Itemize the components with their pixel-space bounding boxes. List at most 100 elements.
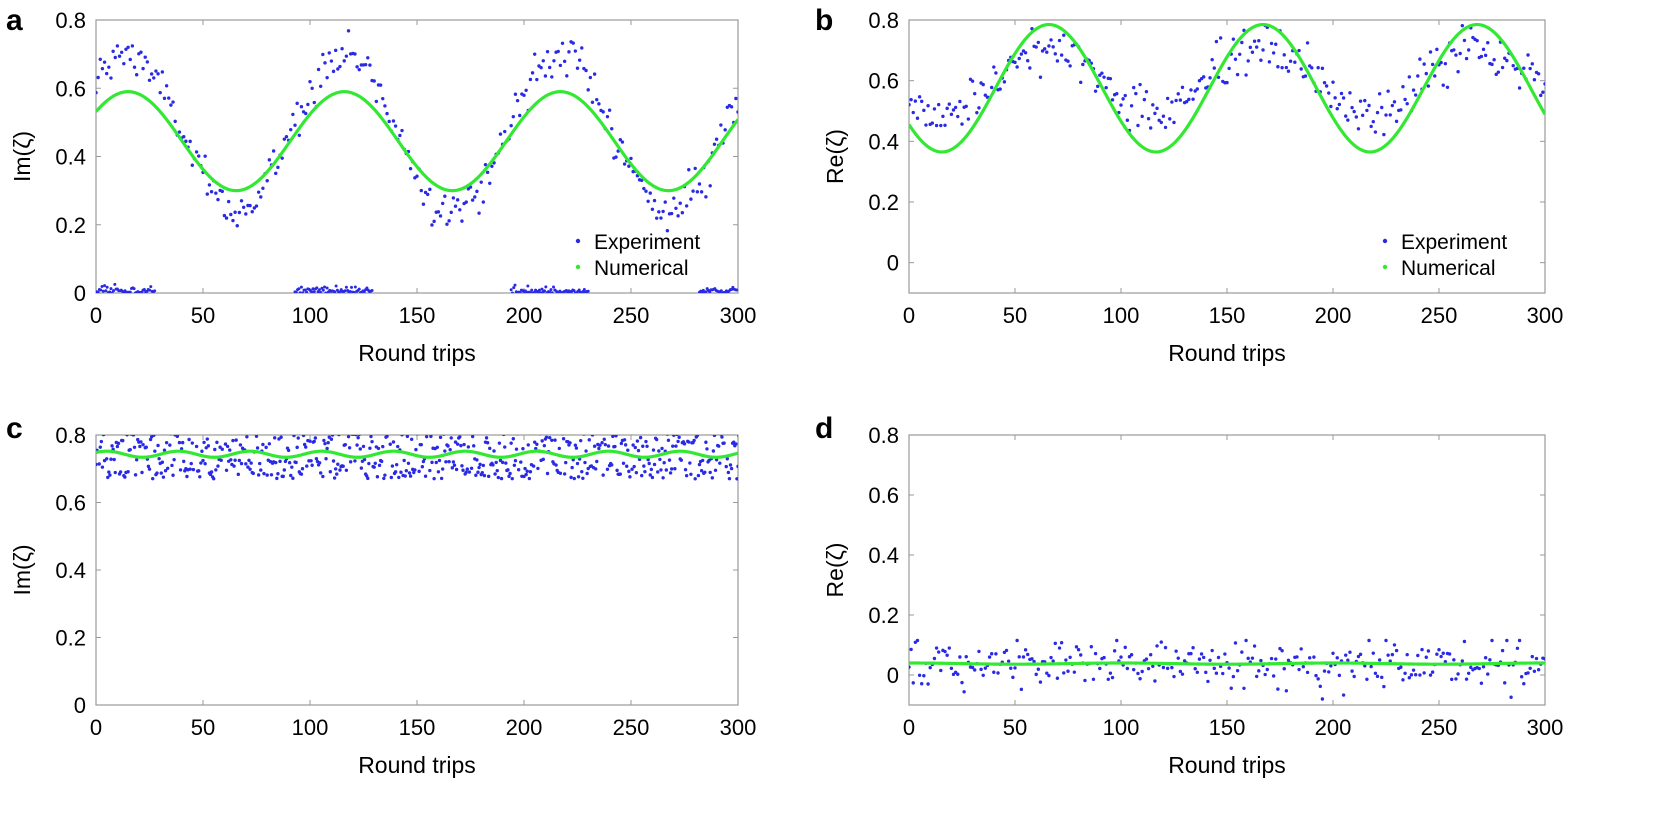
experiment-point: [1038, 75, 1043, 79]
experiment-point: [348, 289, 352, 293]
experiment-point: [115, 44, 120, 48]
experiment-point: [693, 477, 697, 481]
experiment-point: [514, 447, 519, 451]
experiment-point: [1526, 671, 1530, 675]
experiment-point: [1233, 641, 1238, 645]
experiment-point: [561, 436, 566, 441]
experiment-point: [313, 436, 318, 440]
experiment-point: [1271, 51, 1276, 55]
experiment-point: [323, 285, 327, 289]
experiment-point: [934, 123, 939, 128]
experiment-point: [190, 163, 194, 167]
experiment-point: [361, 444, 366, 449]
experiment-point: [255, 446, 260, 450]
experiment-point: [472, 444, 476, 448]
experiment-point: [922, 674, 926, 678]
experiment-point: [1225, 80, 1229, 85]
experiment-point: [973, 668, 977, 672]
experiment-point: [1418, 57, 1422, 61]
experiment-point: [412, 470, 416, 475]
experiment-point: [909, 97, 913, 102]
experiment-point: [1259, 658, 1263, 663]
experiment-point: [970, 665, 975, 670]
experiment-point: [171, 100, 175, 104]
experiment-point: [477, 465, 481, 470]
experiment-point: [1242, 686, 1246, 691]
experiment-point: [455, 198, 460, 202]
experiment-point: [545, 49, 550, 54]
experiment-point: [614, 155, 618, 159]
experiment-point: [1433, 74, 1437, 78]
experiment-point: [1443, 659, 1448, 664]
experiment-point: [355, 443, 359, 447]
experiment-point: [314, 456, 319, 461]
experiment-point: [1235, 668, 1240, 673]
experiment-point: [735, 288, 738, 292]
experiment-point: [122, 61, 126, 66]
experiment-point: [405, 435, 410, 439]
experiment-point: [503, 129, 507, 134]
experiment-point: [553, 438, 557, 442]
x-axis-label: Round trips: [1168, 340, 1286, 366]
experiment-point: [992, 65, 996, 69]
x-tick-label: 150: [399, 715, 436, 740]
experiment-point: [735, 477, 738, 481]
x-tick-label: 250: [1421, 303, 1458, 328]
experiment-point: [177, 440, 182, 445]
numerical-line: [909, 22, 1545, 154]
experiment-point: [419, 188, 423, 193]
experiment-point: [153, 289, 157, 293]
experiment-point: [1286, 658, 1291, 663]
experiment-point: [712, 142, 717, 147]
experiment-point: [305, 464, 309, 468]
experiment-point: [205, 192, 209, 196]
experiment-point: [492, 449, 496, 453]
experiment-point: [697, 462, 702, 467]
experiment-point: [1363, 98, 1367, 103]
experiment-point: [626, 448, 630, 452]
experiment-point: [1536, 668, 1541, 672]
experiment-point: [672, 435, 676, 437]
experiment-point: [511, 114, 515, 119]
experiment-point: [153, 449, 157, 453]
experiment-point: [998, 87, 1002, 91]
experiment-point: [567, 50, 571, 54]
experiment-point: [647, 461, 651, 466]
experiment-point: [215, 440, 219, 445]
experiment-point: [586, 466, 590, 471]
experiment-point: [557, 446, 562, 451]
experiment-point: [1367, 103, 1371, 108]
experiment-point: [409, 437, 414, 441]
experiment-point: [676, 214, 680, 218]
experiment-point: [664, 468, 669, 472]
experiment-point: [179, 447, 184, 451]
experiment-point: [454, 467, 459, 472]
experiment-point: [1093, 89, 1098, 93]
experiment-point: [683, 467, 688, 472]
experiment-point: [556, 49, 560, 54]
y-tick-label: 0.4: [868, 543, 899, 568]
experiment-point: [375, 475, 380, 479]
experiment-point: [334, 284, 338, 288]
experiment-point: [1305, 670, 1310, 675]
experiment-point: [1269, 656, 1274, 661]
experiment-point: [1148, 126, 1153, 130]
experiment-point: [104, 431, 107, 434]
experiment-point: [321, 288, 325, 292]
experiment-point: [1522, 66, 1526, 70]
experiment-point: [642, 186, 646, 191]
experiment-point: [996, 671, 1000, 675]
experiment-point: [509, 288, 513, 292]
experiment-point: [346, 435, 351, 439]
experiment-point: [194, 444, 199, 449]
experiment-point: [1115, 638, 1119, 643]
experiment-point: [343, 442, 348, 447]
experiment-point: [197, 469, 201, 473]
experiment-point: [1392, 643, 1397, 647]
experiment-point: [564, 460, 568, 465]
experiment-point: [1445, 85, 1450, 89]
experiment-point: [958, 655, 962, 659]
experiment-point: [518, 431, 521, 434]
experiment-point: [397, 475, 401, 480]
experiment-point: [283, 459, 288, 464]
